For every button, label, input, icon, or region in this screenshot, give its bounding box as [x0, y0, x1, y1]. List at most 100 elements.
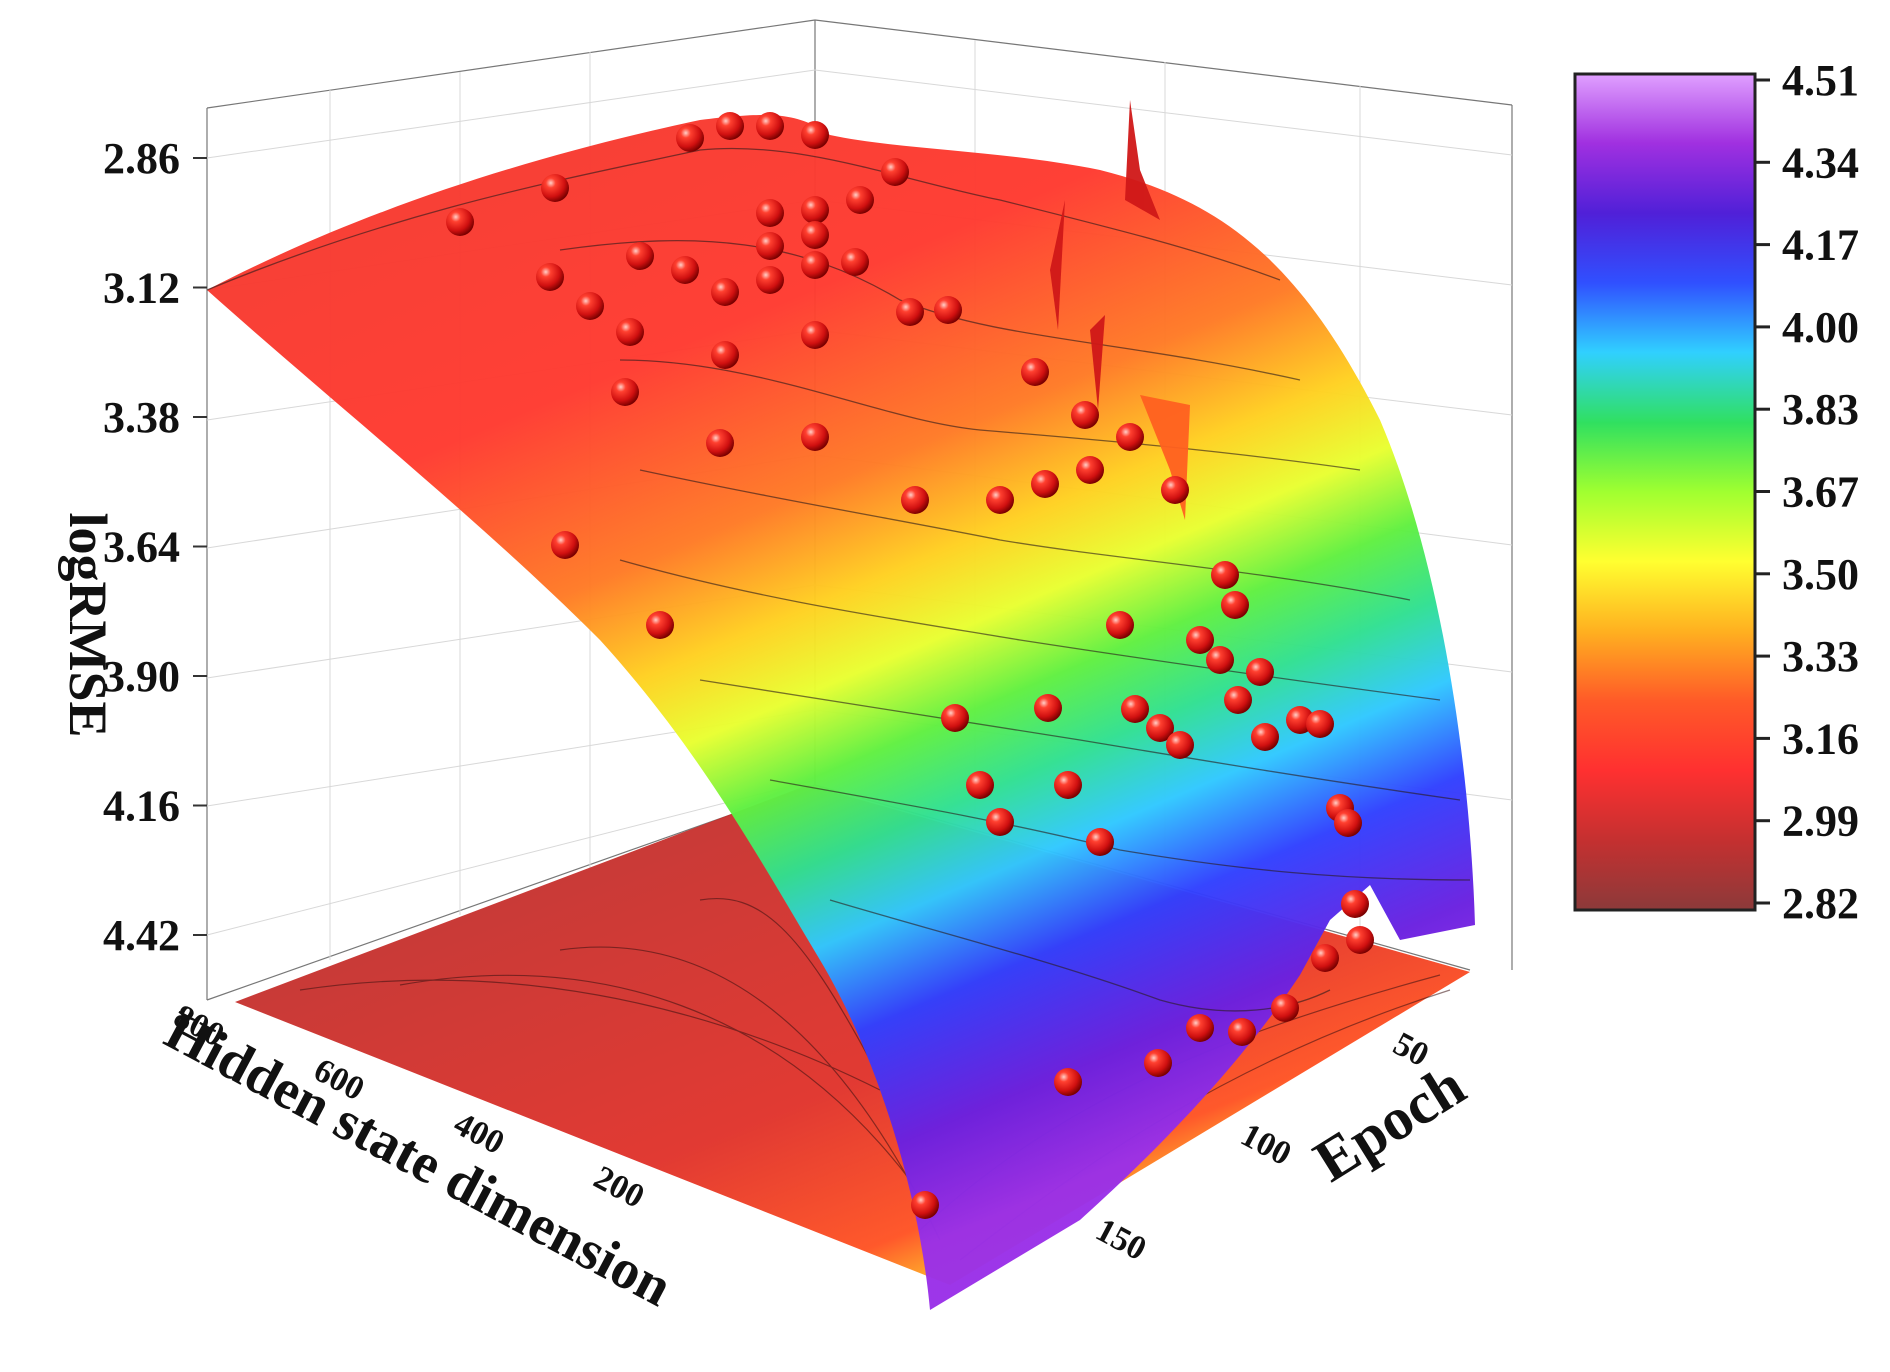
data-point-sphere	[1311, 944, 1339, 972]
data-point-sphere	[986, 486, 1014, 514]
data-point-sphere	[801, 251, 829, 279]
colorbar-tick-label: 2.82	[1782, 879, 1859, 928]
data-point-sphere	[896, 298, 924, 326]
data-point-sphere	[986, 808, 1014, 836]
data-point-sphere	[1186, 1014, 1214, 1042]
data-point-sphere	[1034, 694, 1062, 722]
colorbar-tick-label: 3.67	[1782, 468, 1859, 517]
data-point-sphere	[1251, 723, 1279, 751]
z-tick-label: 4.16	[103, 782, 180, 831]
z-axis-title: logRMSE	[58, 512, 118, 737]
data-point-sphere	[1186, 626, 1214, 654]
data-point-sphere	[446, 208, 474, 236]
data-point-sphere	[1346, 926, 1374, 954]
data-point-sphere	[1211, 561, 1239, 589]
z-tick-label: 3.64	[103, 523, 180, 572]
data-point-sphere	[756, 199, 784, 227]
data-point-sphere	[536, 263, 564, 291]
z-tick-label: 3.90	[103, 652, 180, 701]
data-point-sphere	[911, 1191, 939, 1219]
data-point-sphere	[1086, 828, 1114, 856]
data-point-sphere	[1144, 1049, 1172, 1077]
data-point-sphere	[901, 486, 929, 514]
data-point-sphere	[934, 296, 962, 324]
data-point-sphere	[1146, 714, 1174, 742]
data-point-sphere	[1228, 1018, 1256, 1046]
data-point-sphere	[1221, 591, 1249, 619]
frame-line	[206, 19, 816, 109]
data-point-sphere	[756, 232, 784, 260]
data-point-sphere	[711, 341, 739, 369]
data-point-sphere	[1076, 456, 1104, 484]
data-point-sphere	[1021, 358, 1049, 386]
data-point-sphere	[626, 242, 654, 270]
colorbar-tick-label: 4.17	[1782, 221, 1859, 270]
grid-line	[206, 779, 816, 936]
data-point-sphere	[801, 321, 829, 349]
data-point-sphere	[941, 704, 969, 732]
data-point-sphere	[1341, 890, 1369, 918]
data-point-sphere	[676, 124, 704, 152]
y-tick-label: 100	[1235, 1116, 1297, 1173]
x-tick-label: 200	[588, 1159, 650, 1216]
data-point-sphere	[881, 158, 909, 186]
data-point-sphere	[551, 531, 579, 559]
data-point-sphere	[1071, 401, 1099, 429]
data-point-sphere	[616, 318, 644, 346]
z-tick-label: 3.38	[103, 393, 180, 442]
data-point-sphere	[646, 611, 674, 639]
data-point-sphere	[1161, 476, 1189, 504]
data-point-sphere	[1246, 658, 1274, 686]
data-point-sphere	[1206, 646, 1234, 674]
grid-line	[206, 69, 816, 159]
data-point-sphere	[1306, 710, 1334, 738]
z-tick-label: 2.86	[103, 134, 180, 183]
z-tick-label: 4.42	[103, 911, 180, 960]
data-point-sphere	[671, 256, 699, 284]
data-points	[446, 112, 1374, 1219]
data-point-sphere	[1121, 695, 1149, 723]
data-point-sphere	[801, 221, 829, 249]
colorbar: 4.51 4.34 4.17 4.00 3.83 3.67 3.50 3.33 3.16 2.99…	[1573, 56, 1859, 928]
data-point-sphere	[576, 292, 604, 320]
colorbar-tick-label: 2.99	[1782, 797, 1859, 846]
colorbar-tick-label: 3.50	[1782, 550, 1859, 599]
colorbar-tick-label: 4.34	[1782, 138, 1859, 187]
colorbar-tick-label: 3.33	[1782, 632, 1859, 681]
data-point-sphere	[841, 248, 869, 276]
surface-contour-lines	[206, 147, 1471, 1012]
data-point-sphere	[1054, 771, 1082, 799]
data-point-sphere	[1054, 1068, 1082, 1096]
data-point-sphere	[611, 378, 639, 406]
colorbar-tick-label: 4.51	[1782, 56, 1859, 105]
y-axis-title: Epoch	[1303, 1052, 1477, 1195]
frame-line	[814, 19, 1513, 106]
data-point-sphere	[541, 174, 569, 202]
colorbar-rect	[1573, 72, 1757, 912]
data-point-sphere	[1106, 611, 1134, 639]
data-point-sphere	[801, 121, 829, 149]
data-point-sphere	[1224, 686, 1252, 714]
grid-line	[814, 69, 1513, 156]
data-point-sphere	[801, 423, 829, 451]
data-point-sphere	[716, 112, 744, 140]
z-axis-ticks: 2.86 3.12 3.38 3.64 3.90 4.16 4.42	[103, 134, 207, 960]
colorbar-ticks: 4.51 4.34 4.17 4.00 3.83 3.67 3.50 3.33 3.16 2.99…	[1755, 56, 1859, 928]
colorbar-tick-label: 3.16	[1782, 714, 1859, 763]
data-point-sphere	[801, 196, 829, 224]
z-tick-label: 3.12	[103, 264, 180, 313]
data-point-sphere	[1271, 994, 1299, 1022]
data-point-sphere	[756, 112, 784, 140]
data-point-sphere	[706, 429, 734, 457]
colorbar-tick-label: 3.83	[1782, 385, 1859, 434]
data-point-sphere	[966, 771, 994, 799]
colorbar-tick-label: 4.00	[1782, 303, 1859, 352]
data-point-sphere	[756, 266, 784, 294]
data-point-sphere	[846, 186, 874, 214]
data-point-sphere	[1116, 423, 1144, 451]
y-tick-label: 150	[1090, 1211, 1152, 1268]
data-point-sphere	[711, 278, 739, 306]
data-point-sphere	[1166, 731, 1194, 759]
data-point-sphere	[1031, 470, 1059, 498]
